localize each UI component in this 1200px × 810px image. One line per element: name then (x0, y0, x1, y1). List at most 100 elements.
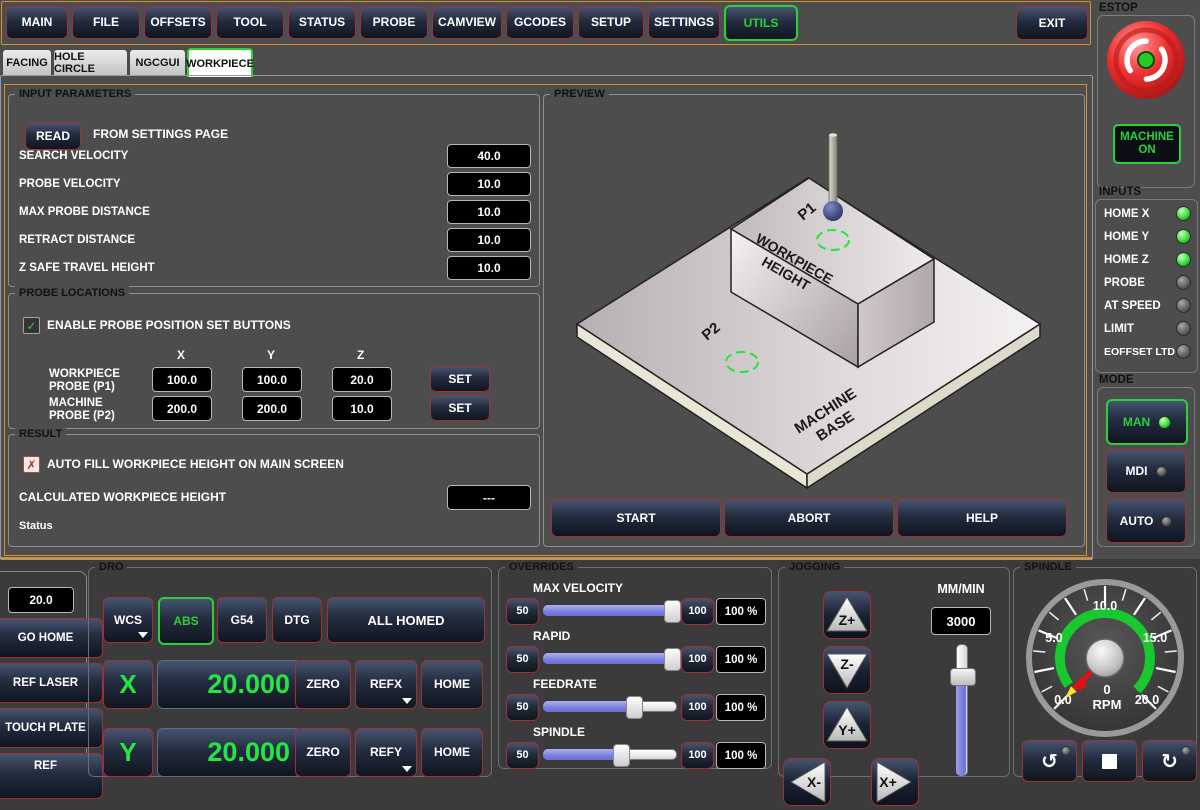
y-zero-button[interactable]: ZERO (295, 728, 351, 777)
spindle-ccw-button[interactable]: ↺ (1022, 740, 1077, 782)
tab-workpiece[interactable]: WORKPIECE (186, 48, 254, 77)
go-home-button[interactable]: GO HOME (0, 618, 103, 658)
feedrate-min-button[interactable]: 50 (506, 694, 539, 721)
jog-rate-value[interactable]: 3000 (931, 607, 991, 635)
read-button[interactable]: READ (25, 122, 81, 150)
jog-z-plus-button[interactable]: Z+ (823, 591, 871, 639)
slider-handle[interactable] (950, 667, 976, 686)
menu-item-tool[interactable]: TOOL (216, 6, 284, 39)
max-probe-distance-input[interactable]: 10.0 (447, 200, 531, 224)
tab-ngcgui[interactable]: NGCGUI (129, 49, 186, 76)
tab-hole-circle[interactable]: HOLE CIRCLE (53, 49, 128, 76)
x-ref-button[interactable]: REFX (355, 660, 417, 709)
p1-x-input[interactable]: 100.0 (152, 367, 212, 392)
dro-title: DRO (95, 560, 128, 574)
retract-distance-input[interactable]: 10.0 (447, 228, 531, 252)
menu-item-settings[interactable]: SETTINGS (648, 6, 720, 39)
abs-button[interactable]: ABS (158, 597, 214, 645)
autofill-checkbox[interactable]: ✗ (23, 456, 40, 473)
spindle-slider[interactable] (543, 744, 677, 767)
help-button[interactable]: HELP (897, 499, 1067, 537)
start-button[interactable]: START (551, 499, 721, 537)
svg-text:X-: X- (807, 774, 821, 790)
slider-handle[interactable] (664, 648, 681, 671)
max-velocity-min-button[interactable]: 50 (506, 598, 539, 625)
row-label-p1: WORKPIECE PROBE (P1) (49, 368, 120, 393)
preview-3d-illustration: P1 P2 WORKPIECE HEIGHT MACHINE BASE (575, 133, 1042, 490)
jog-x-minus-button[interactable]: X- (783, 758, 831, 806)
p1-set-button[interactable]: SET (430, 366, 490, 392)
mode-man-button[interactable]: MAN (1106, 399, 1188, 445)
enable-probe-position-checkbox[interactable]: ✓ (23, 317, 40, 334)
wcs-button[interactable]: WCS (103, 597, 153, 643)
p2-y-input[interactable]: 200.0 (242, 396, 302, 421)
all-homed-button[interactable]: ALL HOMED (327, 597, 485, 643)
slider-handle[interactable] (664, 600, 681, 623)
x-dro-display: 20.000 (157, 660, 301, 709)
exit-button[interactable]: EXIT (1016, 6, 1088, 40)
jog-speed-slider-fill (956, 675, 966, 776)
menu-item-main[interactable]: MAIN (6, 6, 68, 39)
ref-laser-button[interactable]: REF LASER (0, 663, 103, 703)
jog-z-minus-button[interactable]: Z- (823, 646, 871, 694)
jog-x-plus-button[interactable]: X+ (871, 758, 919, 806)
menu-item-utils[interactable]: UTILS (724, 5, 798, 41)
auto-led (1161, 515, 1173, 527)
probe-velocity-input[interactable]: 10.0 (447, 172, 531, 196)
jog-speed-slider[interactable] (950, 644, 976, 776)
p1-z-input[interactable]: 20.0 (332, 367, 392, 392)
menu-item-status[interactable]: STATUS (288, 6, 356, 39)
max-velocity-max-button[interactable]: 100 (681, 598, 714, 625)
search-velocity-input[interactable]: 40.0 (447, 144, 531, 168)
feedrate-slider[interactable] (543, 696, 677, 719)
mode-mdi-button[interactable]: MDI (1106, 449, 1186, 493)
y-ref-button[interactable]: REFY (355, 728, 417, 777)
tab-facing[interactable]: FACING (2, 49, 52, 76)
param-label: Z SAFE TRAVEL HEIGHT (19, 262, 155, 274)
p2-set-button[interactable]: SET (430, 395, 490, 421)
menu-item-gcodes[interactable]: GCODES (506, 6, 574, 39)
p1-y-input[interactable]: 100.0 (242, 367, 302, 392)
rapid-min-button[interactable]: 50 (506, 646, 539, 673)
spindle-cw-button[interactable]: ↻ (1142, 740, 1197, 782)
z-safe-travel-input[interactable]: 10.0 (447, 256, 531, 280)
menu-item-file[interactable]: FILE (72, 6, 140, 39)
slider-handle[interactable] (613, 744, 631, 767)
result-group: RESULT ✗ AUTO FILL WORKPIECE HEIGHT ON M… (8, 427, 540, 547)
jog-y-plus-button[interactable]: Y+ (823, 701, 871, 749)
estop-button[interactable] (1104, 18, 1188, 102)
rapid-percent: 100 % (716, 646, 766, 673)
g54-button[interactable]: G54 (217, 597, 267, 643)
machine-on-button[interactable]: MACHINE ON (1113, 124, 1181, 164)
menu-item-setup[interactable]: SETUP (578, 6, 644, 39)
mode-title: MODE (1099, 374, 1134, 386)
spindle-min-button[interactable]: 50 (506, 742, 539, 769)
x-axis-button[interactable]: X (103, 660, 153, 709)
spindle-title: SPINDLE (1020, 560, 1076, 574)
spindle-stop-button[interactable] (1082, 740, 1137, 782)
y-axis-button[interactable]: Y (103, 728, 153, 777)
touch-plate-button[interactable]: TOUCH PLATE (0, 708, 103, 748)
max-velocity-slider[interactable] (543, 600, 681, 623)
rapid-slider[interactable] (543, 648, 681, 671)
p2-x-input[interactable]: 200.0 (152, 396, 212, 421)
rapid-max-button[interactable]: 100 (681, 646, 714, 673)
abort-button[interactable]: ABORT (724, 499, 894, 537)
slider-handle[interactable] (626, 696, 644, 719)
spindle-max-button[interactable]: 100 (681, 742, 714, 769)
inputs-title: INPUTS (1099, 186, 1142, 198)
menu-item-probe[interactable]: PROBE (360, 6, 428, 39)
triangle-up-icon: Y+ (826, 706, 868, 742)
menu-item-camview[interactable]: CAMVIEW (432, 6, 502, 39)
feedrate-max-button[interactable]: 100 (681, 694, 714, 721)
dtg-button[interactable]: DTG (272, 597, 322, 643)
mode-auto-button[interactable]: AUTO (1106, 499, 1186, 543)
menu-bar: MAIN FILE OFFSETS TOOL STATUS PROBE CAMV… (1, 1, 1091, 45)
slider-fill (543, 749, 627, 760)
menu-item-offsets[interactable]: OFFSETS (144, 6, 212, 39)
x-zero-button[interactable]: ZERO (295, 660, 351, 709)
y-home-button[interactable]: HOME (421, 728, 483, 777)
p2-z-input[interactable]: 10.0 (332, 396, 392, 421)
touch-height-input[interactable]: 20.0 (8, 587, 74, 613)
x-home-button[interactable]: HOME (421, 660, 483, 709)
